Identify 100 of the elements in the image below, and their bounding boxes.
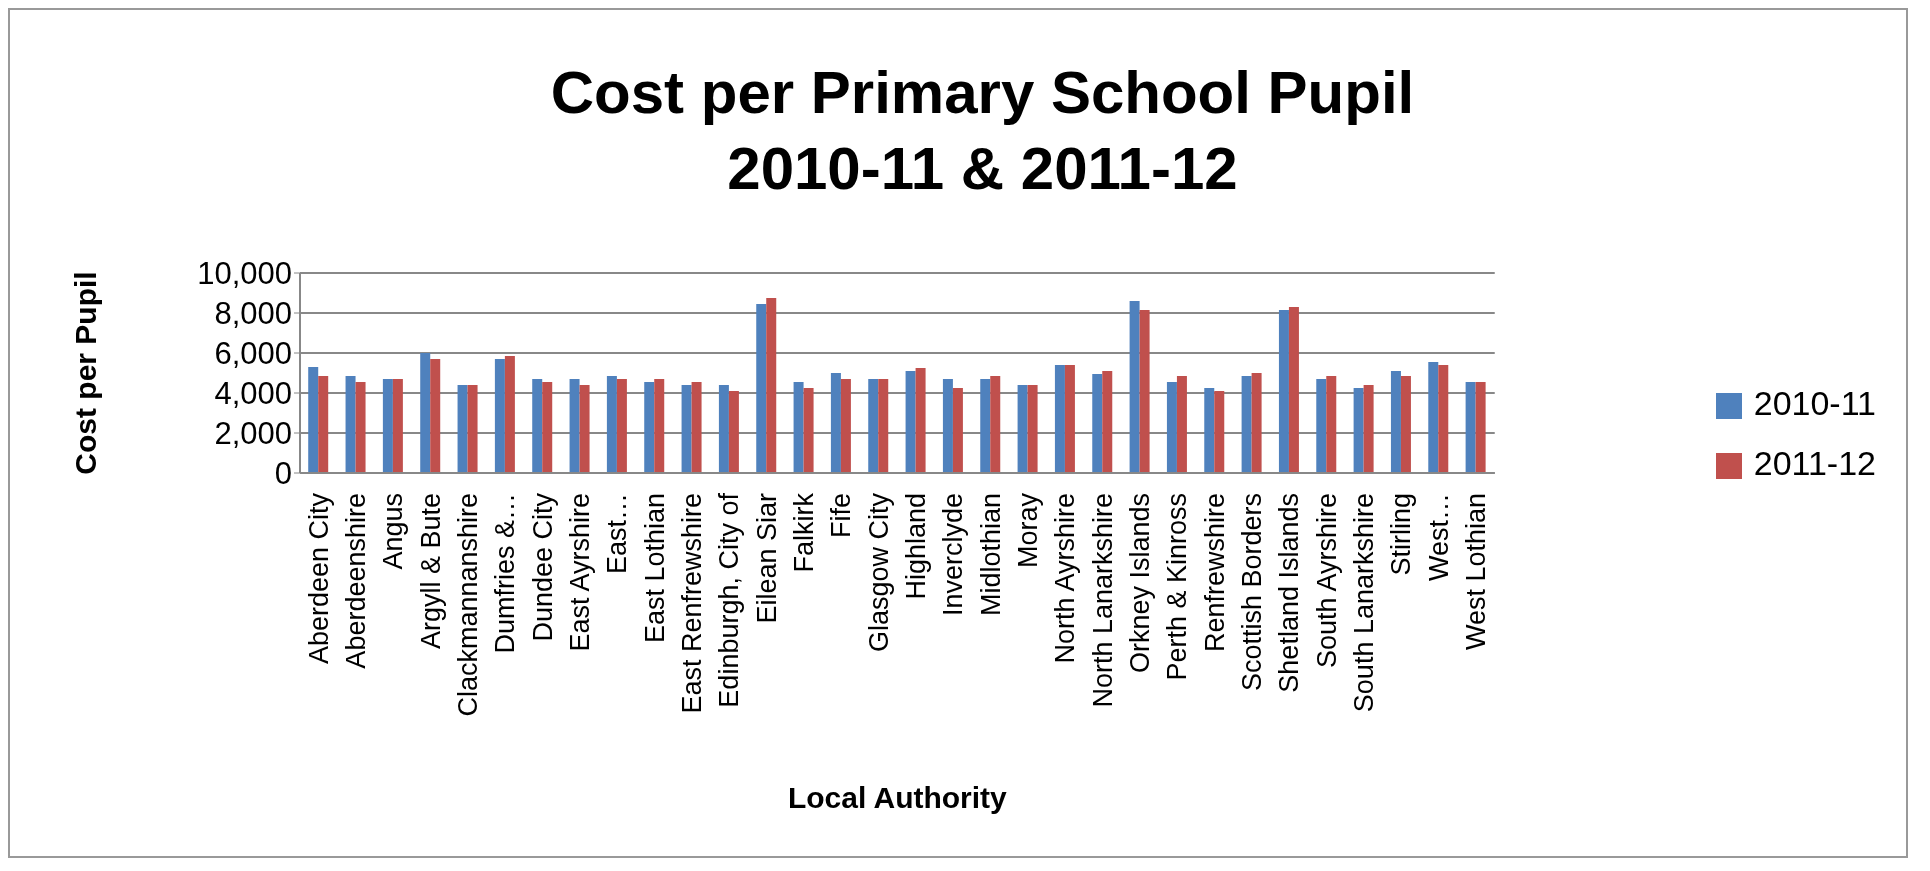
bar (952, 388, 963, 473)
x-tick-label: Shetland Islands (1274, 493, 1305, 693)
bar (718, 385, 729, 473)
bar (980, 379, 991, 473)
bar (1176, 376, 1187, 473)
bar (915, 368, 926, 473)
frame: Cost per Primary School Pupil 2010-11 & 2011-12 2010-11 2011-12 Aberdeen City Aberdeenshire Angus Argyll & Bute Clackmannanshire Dumfries &… Dundee City East Ayrshire East… East Lothian East Renfrewshire Edinburgh, City of Eilean Siar Falkirk Fife Glasgow City Highland Inverclyde Midlothian Moray North Ayrshire North Lanarkshire Orkney Islands Perth & Kinross Renfrewshire Scottish Borders Shetland Islands South Ayrshire South Lanarkshire Stirling West… West Lothian Local Authority 0 2,000 4,000 6,000 8,000 10,000 Cost per Pupil (8, 8, 1908, 858)
x-tick-label: East Lothian (639, 493, 670, 644)
x-tick-label: Eilean Siar (751, 493, 782, 624)
x-tick-label: West… (1423, 493, 1454, 582)
bar (830, 373, 841, 473)
bar (1204, 388, 1215, 473)
bar (728, 391, 739, 473)
bar (1166, 382, 1177, 473)
x-tick-label: Inverclyde (938, 493, 969, 617)
bar (942, 379, 953, 473)
x-tick-label: Argyll & Bute (415, 493, 446, 650)
x-tick-label: Edinburgh, City of (714, 492, 745, 708)
bar (681, 385, 692, 473)
bar (1027, 385, 1038, 473)
bar (1438, 365, 1449, 473)
bar (355, 382, 366, 473)
x-tick-label: Scottish Borders (1237, 493, 1268, 692)
bar (542, 382, 553, 473)
x-tick-label: Perth & Kinross (1162, 493, 1193, 681)
x-tick-label: South Ayrshire (1311, 493, 1342, 669)
x-tick-label: Angus (378, 493, 409, 570)
bar (868, 379, 879, 473)
bar (345, 376, 356, 473)
bar (382, 379, 393, 473)
bar (1353, 388, 1364, 473)
bar (691, 382, 702, 473)
x-tick-label: Renfrewshire (1199, 493, 1230, 653)
x-tick-label: North Lanarkshire (1087, 493, 1118, 708)
bar (1465, 382, 1476, 473)
x-tick-label: Dundee City (527, 492, 558, 642)
x-tick-label: Highland (901, 493, 932, 600)
x-tick-label: South Lanarkshire (1349, 493, 1380, 713)
bar (1017, 385, 1028, 473)
bar (467, 385, 478, 473)
chart-title: Cost per Primary School Pupil 2010-11 & 2011-12 (549, 58, 1416, 204)
bar (840, 379, 851, 473)
bar (1475, 382, 1486, 473)
bar (318, 376, 329, 473)
x-tick-label: Fife (826, 493, 857, 539)
bar (878, 379, 889, 473)
bar (392, 379, 403, 473)
bar (766, 298, 777, 473)
bar (1064, 365, 1075, 473)
bar (420, 353, 431, 473)
bar (1278, 310, 1289, 473)
bar (1102, 371, 1113, 473)
y-tick-label: 8,000 (214, 296, 292, 332)
x-tick-label: Dumfries &… (490, 493, 521, 654)
bar (1251, 373, 1262, 473)
bar (606, 376, 617, 473)
bar (430, 359, 441, 473)
x-tick-label: Glasgow City (863, 492, 894, 653)
bar (1428, 362, 1439, 473)
bar (1129, 301, 1140, 473)
bar (1326, 376, 1337, 473)
x-tick-label: East… (602, 493, 633, 575)
bar (579, 385, 590, 473)
bar (1316, 379, 1327, 473)
bar (905, 371, 916, 473)
x-tick-label: Stirling (1386, 493, 1417, 576)
y-tick-label: 6,000 (214, 336, 292, 372)
bar (532, 379, 543, 473)
bar (616, 379, 627, 473)
y-tick-label: 2,000 (214, 416, 292, 452)
bar (654, 379, 665, 473)
x-tick-label: East Ayrshire (565, 493, 596, 652)
x-tick-label: Aberdeenshire (341, 493, 371, 669)
bar (1288, 307, 1299, 473)
y-tick-label: 4,000 (214, 376, 292, 412)
bar (1054, 365, 1065, 473)
x-axis-title: Local Authority (787, 781, 1008, 814)
x-tick-label: Clackmannanshire (453, 493, 484, 717)
x-tick-label: West Lothian (1461, 493, 1492, 651)
bar (1390, 371, 1401, 473)
bar (308, 367, 319, 473)
bar (1363, 385, 1374, 473)
y-axis-title: Cost per Pupil (68, 271, 102, 475)
x-tick-label: Orkney Islands (1125, 493, 1156, 674)
bar (1400, 376, 1411, 473)
bar (569, 379, 580, 473)
x-tick-label: North Ayrshire (1050, 493, 1081, 664)
x-tick-label: Midlothian (975, 493, 1006, 617)
bar (457, 385, 468, 473)
x-tick-label: East Renfrewshire (677, 493, 708, 714)
bar (756, 304, 767, 473)
bar (494, 359, 505, 473)
bar (1092, 374, 1103, 473)
bar (504, 356, 515, 473)
legend-label: 2011-12 (1753, 444, 1876, 482)
bar (990, 376, 1001, 473)
x-tick-label: Falkirk (789, 492, 820, 573)
bar (1241, 376, 1252, 473)
x-tick-label: Moray (1013, 492, 1044, 569)
y-tick-label: 0 (274, 456, 292, 492)
